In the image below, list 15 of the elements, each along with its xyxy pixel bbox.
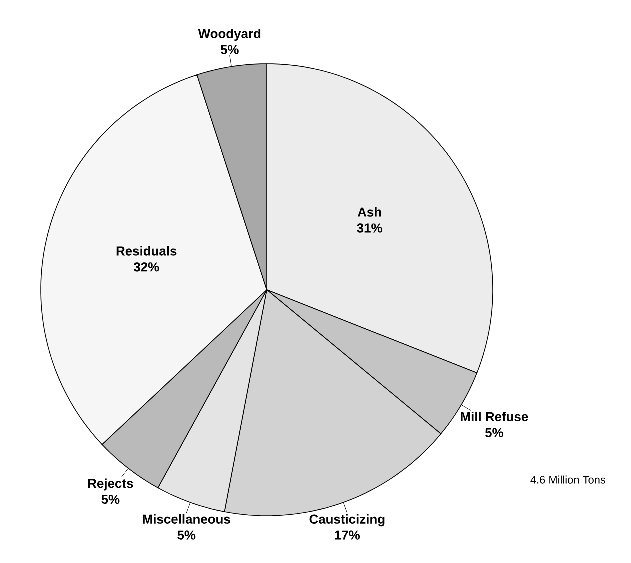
- data-label: 5%: [178, 530, 196, 540]
- data-label: 17%: [335, 530, 360, 540]
- data-label: 5%: [102, 495, 120, 504]
- data-label: 31%: [357, 224, 382, 233]
- slice-label: Rejects: [88, 478, 134, 491]
- slice-label: Causticizing: [310, 514, 385, 527]
- slice-label: Mill Refuse: [461, 412, 528, 422]
- data-label: 5%: [485, 428, 504, 438]
- slice-label: Miscellaneous: [143, 514, 230, 524]
- data-label: 32%: [134, 262, 160, 272]
- slice-label: Woodyard: [198, 28, 261, 42]
- data-label: 5%: [220, 45, 239, 54]
- text: 4.6 Million Tons: [530, 476, 606, 484]
- slice-label: Residuals: [116, 246, 177, 256]
- slice-label: Ash: [358, 207, 382, 217]
